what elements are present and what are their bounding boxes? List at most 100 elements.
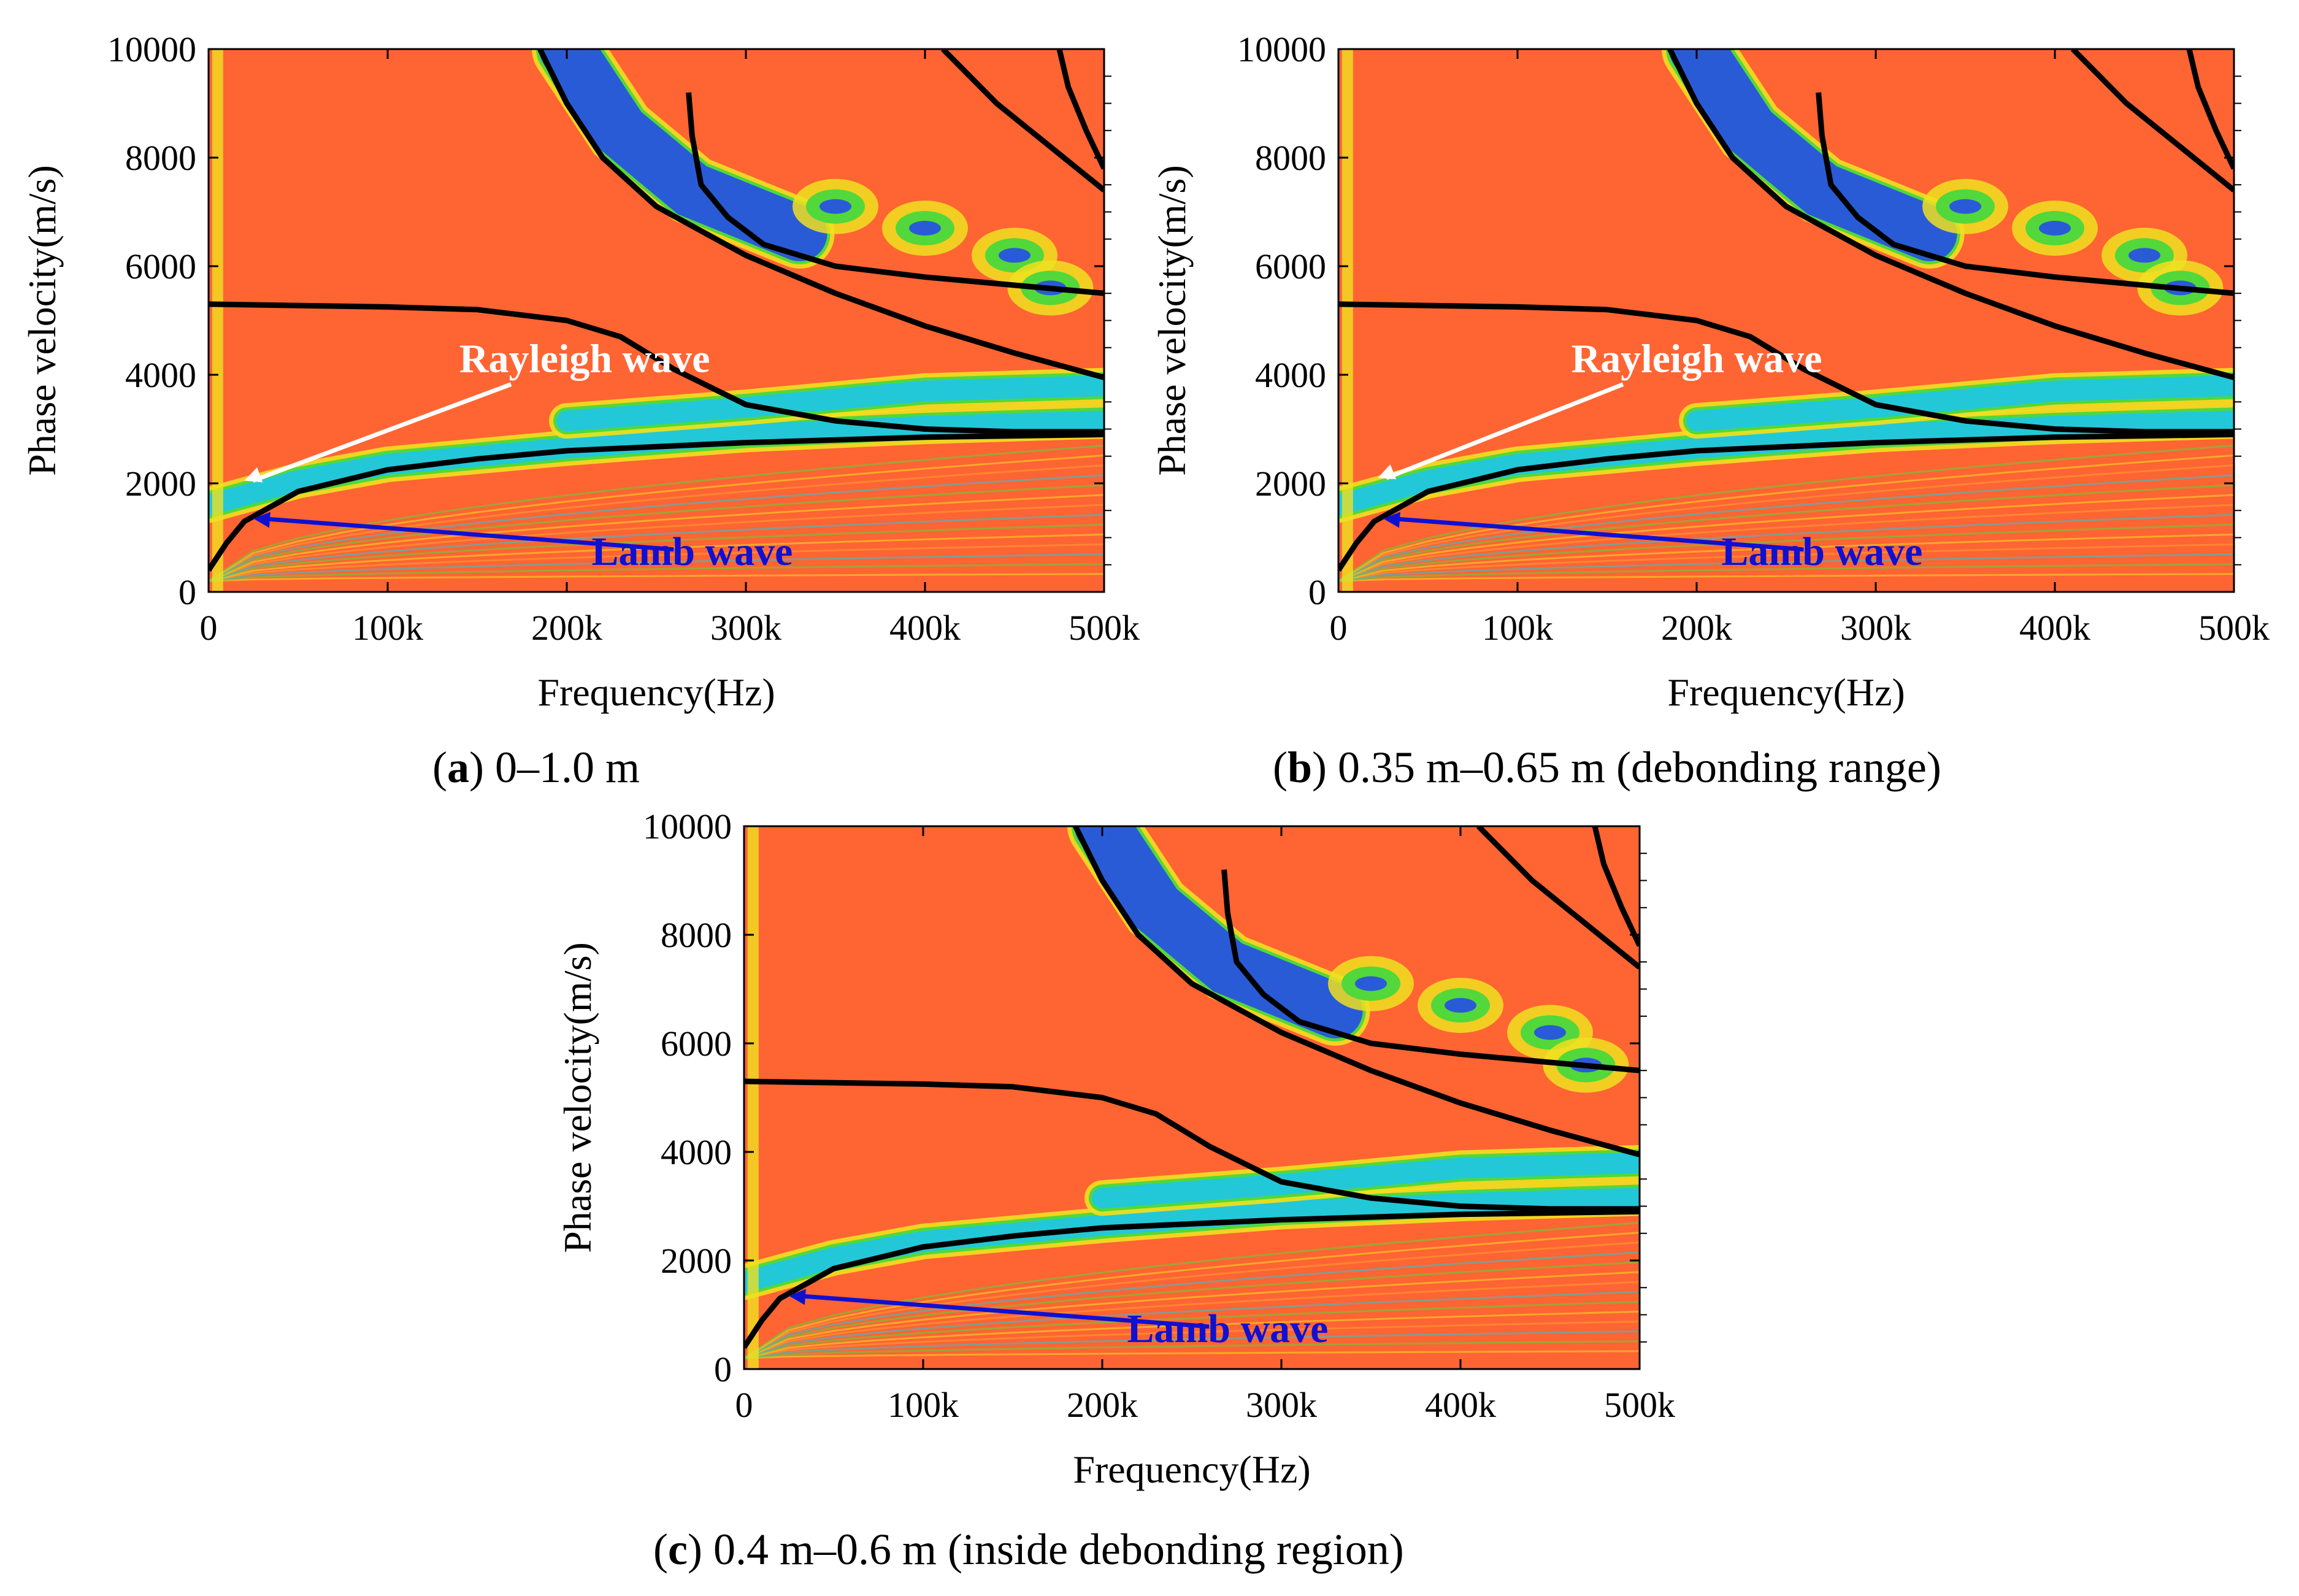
dispersion-curve-s1-a xyxy=(686,92,1104,296)
energy-patch-a xyxy=(819,199,851,214)
y-tick-label-b: 8000 xyxy=(1255,138,1326,178)
energy-patch-b xyxy=(2039,221,2071,236)
y-axis-label-b: Phase velocity(m/s) xyxy=(1150,165,1194,476)
energy-patch-a xyxy=(909,221,941,236)
caption-a: (a) 0–1.0 m xyxy=(432,743,640,792)
dispersion-curve-s2-b xyxy=(2186,49,2234,170)
energy-patches-b xyxy=(1922,178,2224,316)
noise-line-c xyxy=(744,1300,1640,1359)
zero-frequency-streak-b xyxy=(1341,49,1353,592)
noise-line-a xyxy=(209,523,1104,582)
y-tick-label-b: 10000 xyxy=(1237,29,1326,69)
rayleigh-arrow-head-a xyxy=(244,467,263,483)
noise-line-a xyxy=(209,464,1104,582)
panel-a: 0 100k 200k 300k 400k 500k 0 2000 4000 6000 8000 10… xyxy=(20,29,1140,714)
caption-b-text: 0.35 m–0.65 m (debonding range) xyxy=(1327,743,1941,792)
noise-field-a xyxy=(209,444,1104,582)
energy-band-core-b xyxy=(1686,375,2234,432)
noise-field-c xyxy=(744,1221,1640,1359)
energy-band-core-c xyxy=(1092,1152,1640,1209)
x-tick-label-c: 400k xyxy=(1425,1385,1496,1425)
dispersion-curve-a0-c xyxy=(744,1208,1640,1349)
energy-bands-c xyxy=(744,826,1640,1300)
rayleigh-label-b: Rayleigh wave xyxy=(1572,337,1822,382)
lamb-arrow-head-b xyxy=(1383,512,1400,528)
caption-b-letter: b xyxy=(1287,743,1313,792)
noise-line-a xyxy=(209,553,1104,582)
energy-patch-c xyxy=(1445,998,1476,1013)
noise-line-c xyxy=(744,1232,1640,1359)
energy-patch-a xyxy=(999,248,1031,263)
noise-line-c xyxy=(744,1251,1640,1359)
noise-line-b xyxy=(1338,494,2234,582)
energy-patches-c xyxy=(1328,956,1629,1093)
noise-line-a xyxy=(209,494,1104,582)
dispersion-curves-c xyxy=(744,826,1640,1349)
x-tick-label-c: 100k xyxy=(888,1385,959,1425)
zero-frequency-streak-c xyxy=(747,826,759,1369)
lamb-arrow-line-b xyxy=(1391,516,1804,552)
y-tick-label-c: 0 xyxy=(714,1349,732,1389)
noise-line-c xyxy=(744,1340,1640,1359)
lamb-arrow-line-c xyxy=(797,1294,1210,1329)
y-tick-label-c: 6000 xyxy=(661,1024,732,1064)
dispersion-curve-a2-b xyxy=(2071,49,2234,193)
y-tick-label-b: 2000 xyxy=(1255,464,1326,504)
dispersion-curve-a0-a xyxy=(209,431,1104,572)
caption-c: (c) 0.4 m–0.6 m (inside debonding region… xyxy=(653,1525,1404,1574)
noise-line-b xyxy=(1338,484,2234,582)
dispersion-curve-a2-a xyxy=(941,49,1104,193)
rayleigh-arrow-line-b xyxy=(1385,382,1624,480)
noise-line-b xyxy=(1338,504,2234,582)
y-tick-label-a: 4000 xyxy=(125,355,196,395)
noise-line-a xyxy=(209,543,1104,582)
x-tick-label-b: 500k xyxy=(2198,608,2270,648)
noise-line-c xyxy=(744,1330,1640,1359)
plot-area-a xyxy=(209,49,1104,592)
noise-line-b xyxy=(1338,474,2234,582)
noise-line-c xyxy=(744,1261,1640,1359)
y-tick-label-c: 8000 xyxy=(661,915,732,955)
noise-line-a xyxy=(209,474,1104,582)
x-tick-label-c: 300k xyxy=(1246,1385,1317,1425)
energy-patch-c xyxy=(1355,976,1387,991)
y-tick-label-c: 4000 xyxy=(661,1132,732,1172)
plot-area-c xyxy=(744,826,1640,1369)
noise-line-b xyxy=(1338,455,2234,582)
noise-line-c xyxy=(744,1321,1640,1359)
noise-line-b xyxy=(1338,464,2234,582)
dispersion-curve-a1-c xyxy=(1073,826,1640,1157)
caption-c-text: 0.4 m–0.6 m (inside debonding region) xyxy=(702,1525,1404,1574)
noise-line-a xyxy=(209,513,1104,582)
energy-patch-c xyxy=(1534,1025,1566,1040)
energy-patch-b xyxy=(1949,199,1981,214)
noise-line-a xyxy=(209,573,1104,582)
y-tick-label-c: 10000 xyxy=(643,807,732,846)
dispersion-curves-a xyxy=(209,49,1104,572)
noise-line-c xyxy=(744,1271,1640,1359)
y-axis-label-a: Phase velocity(m/s) xyxy=(20,165,64,476)
dispersion-curve-s0-c xyxy=(744,1078,1640,1212)
lamb-label-a: Lamb wave xyxy=(591,529,793,574)
dispersion-curve-a1-b xyxy=(1667,49,2234,380)
dispersion-curve-s0-b xyxy=(1338,301,2234,435)
dispersion-curve-s2-a xyxy=(1056,49,1104,170)
x-tick-label-b: 400k xyxy=(2019,608,2090,648)
lamb-arrow-head-a xyxy=(253,512,271,528)
dispersion-curve-s0-a xyxy=(209,301,1104,435)
x-axis-label-b: Frequency(Hz) xyxy=(1667,670,1905,714)
caption-c-letter: c xyxy=(667,1525,688,1574)
dispersion-curve-s2-c xyxy=(1592,826,1640,947)
dispersion-curve-a1-a xyxy=(537,49,1104,380)
x-tick-label-b: 300k xyxy=(1840,608,1911,648)
y-tick-label-a: 10000 xyxy=(107,29,196,69)
lamb-label-b: Lamb wave xyxy=(1721,529,1922,574)
noise-line-c xyxy=(744,1281,1640,1359)
panel-b: 0 100k 200k 300k 400k 500k 0 2000 4000 6000 8000 10… xyxy=(1150,29,2270,714)
noise-line-b xyxy=(1338,543,2234,582)
x-tick-label-a: 100k xyxy=(352,608,423,648)
noise-line-c xyxy=(744,1350,1640,1359)
x-tick-label-a: 300k xyxy=(710,608,781,648)
y-tick-label-a: 8000 xyxy=(125,138,196,178)
lamb-label-c: Lamb wave xyxy=(1127,1306,1328,1351)
